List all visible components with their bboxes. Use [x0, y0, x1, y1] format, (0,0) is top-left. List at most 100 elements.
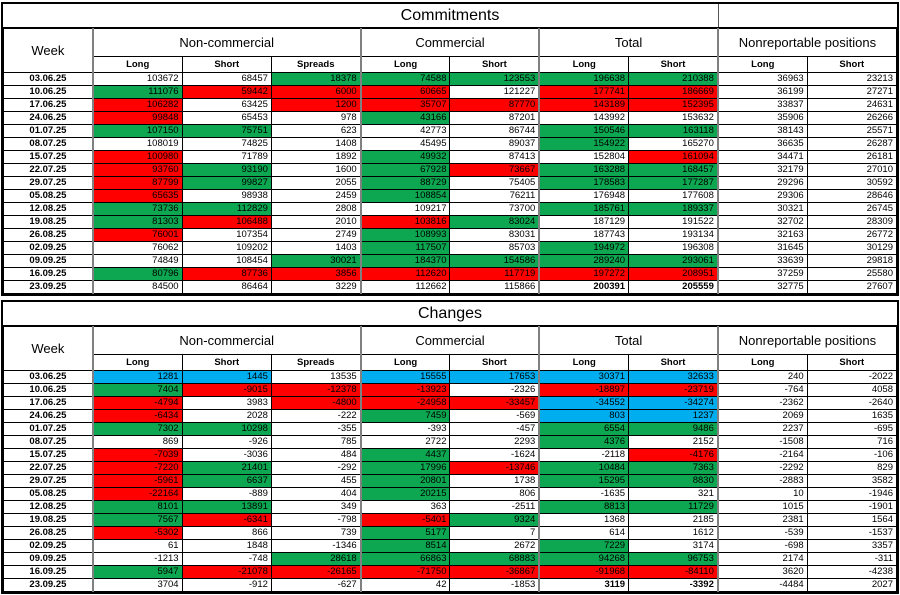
- value-cell[interactable]: 32775: [716, 280, 808, 294]
- week-cell[interactable]: 15.07.25: [2, 448, 94, 462]
- value-cell[interactable]: 1635: [806, 409, 898, 423]
- value-cell[interactable]: 42773: [359, 124, 451, 138]
- value-cell[interactable]: 93190: [181, 163, 272, 177]
- value-cell[interactable]: -764: [716, 383, 808, 397]
- value-cell[interactable]: -4238: [806, 565, 898, 579]
- value-cell[interactable]: 94268: [538, 552, 630, 566]
- value-cell[interactable]: 74825: [181, 137, 272, 151]
- value-cell[interactable]: 6000: [270, 85, 362, 99]
- value-cell[interactable]: 66863: [359, 552, 451, 566]
- value-cell[interactable]: 191522: [628, 215, 719, 229]
- value-cell[interactable]: 4376: [538, 435, 630, 449]
- week-cell[interactable]: 22.07.25: [2, 163, 94, 177]
- value-cell[interactable]: 73667: [449, 163, 540, 177]
- value-cell[interactable]: 32702: [716, 215, 808, 229]
- value-cell[interactable]: 84500: [91, 280, 183, 294]
- week-cell[interactable]: 23.09.25: [2, 280, 94, 294]
- value-cell[interactable]: 87413: [449, 150, 540, 164]
- value-cell[interactable]: 106282: [91, 98, 183, 112]
- value-cell[interactable]: 614: [538, 526, 630, 540]
- value-cell[interactable]: 65635: [91, 189, 183, 203]
- value-cell[interactable]: -2883: [716, 474, 808, 488]
- value-cell[interactable]: 7363: [628, 461, 719, 475]
- value-cell[interactable]: 20215: [359, 487, 451, 501]
- value-cell[interactable]: 240: [716, 370, 808, 384]
- value-cell[interactable]: 803: [538, 409, 630, 423]
- value-cell[interactable]: 7567: [91, 513, 183, 527]
- value-cell[interactable]: 108019: [91, 137, 183, 151]
- value-cell[interactable]: 33639: [716, 254, 808, 268]
- week-cell[interactable]: 10.06.25: [2, 85, 94, 99]
- value-cell[interactable]: 107354: [181, 228, 272, 242]
- value-cell[interactable]: 1408: [270, 137, 362, 151]
- value-cell[interactable]: 2381: [716, 513, 808, 527]
- value-cell[interactable]: 7404: [91, 383, 183, 397]
- value-cell[interactable]: 154586: [449, 254, 540, 268]
- value-cell[interactable]: 80796: [91, 267, 183, 281]
- value-cell[interactable]: -84110: [628, 565, 719, 579]
- week-cell[interactable]: 08.07.25: [2, 137, 94, 151]
- value-cell[interactable]: 153632: [628, 111, 719, 125]
- value-cell[interactable]: 6554: [538, 422, 630, 436]
- value-cell[interactable]: 67928: [359, 163, 451, 177]
- value-cell[interactable]: 189337: [628, 202, 719, 216]
- value-cell[interactable]: 87770: [449, 98, 540, 112]
- value-cell[interactable]: -798: [270, 513, 362, 527]
- value-cell[interactable]: -4800: [270, 396, 362, 410]
- value-cell[interactable]: 81303: [91, 215, 183, 229]
- value-cell[interactable]: 109202: [181, 241, 272, 255]
- value-cell[interactable]: 161094: [628, 150, 719, 164]
- value-cell[interactable]: -393: [359, 422, 451, 436]
- value-cell[interactable]: 3856: [270, 267, 362, 281]
- value-cell[interactable]: 111076: [91, 85, 183, 99]
- value-cell[interactable]: -1537: [806, 526, 898, 540]
- value-cell[interactable]: 10298: [181, 422, 272, 436]
- value-cell[interactable]: -24958: [359, 396, 451, 410]
- value-cell[interactable]: 154922: [538, 137, 630, 151]
- week-cell[interactable]: 29.07.25: [2, 176, 94, 190]
- value-cell[interactable]: 8514: [359, 539, 451, 553]
- value-cell[interactable]: 75751: [181, 124, 272, 138]
- value-cell[interactable]: -2022: [806, 370, 898, 384]
- value-cell[interactable]: 194972: [538, 241, 630, 255]
- value-cell[interactable]: -7039: [91, 448, 183, 462]
- value-cell[interactable]: -106: [806, 448, 898, 462]
- value-cell[interactable]: 36963: [716, 72, 808, 86]
- value-cell[interactable]: 45495: [359, 137, 451, 151]
- value-cell[interactable]: 106488: [181, 215, 272, 229]
- value-cell[interactable]: -5401: [359, 513, 451, 527]
- value-cell[interactable]: 163288: [538, 163, 630, 177]
- value-cell[interactable]: 88729: [359, 176, 451, 190]
- value-cell[interactable]: -18897: [538, 383, 630, 397]
- value-cell[interactable]: 73736: [91, 202, 183, 216]
- value-cell[interactable]: 27010: [806, 163, 898, 177]
- value-cell[interactable]: 28646: [806, 189, 898, 203]
- value-cell[interactable]: -311: [806, 552, 898, 566]
- value-cell[interactable]: 93760: [91, 163, 183, 177]
- value-cell[interactable]: 186669: [628, 85, 719, 99]
- value-cell[interactable]: -912: [181, 578, 272, 592]
- value-cell[interactable]: 26266: [806, 111, 898, 125]
- value-cell[interactable]: -627: [270, 578, 362, 592]
- value-cell[interactable]: 7: [449, 526, 540, 540]
- week-cell[interactable]: 26.08.25: [2, 228, 94, 242]
- value-cell[interactable]: 25571: [806, 124, 898, 138]
- value-cell[interactable]: 29296: [716, 176, 808, 190]
- week-cell[interactable]: 01.07.25: [2, 124, 94, 138]
- value-cell[interactable]: 2237: [716, 422, 808, 436]
- value-cell[interactable]: 30321: [716, 202, 808, 216]
- value-cell[interactable]: -5302: [91, 526, 183, 540]
- value-cell[interactable]: 150546: [538, 124, 630, 138]
- value-cell[interactable]: 71789: [181, 150, 272, 164]
- week-cell[interactable]: 12.08.25: [2, 500, 94, 514]
- value-cell[interactable]: -698: [716, 539, 808, 553]
- value-cell[interactable]: 205559: [628, 280, 719, 294]
- value-cell[interactable]: 7459: [359, 409, 451, 423]
- value-cell[interactable]: 3582: [806, 474, 898, 488]
- value-cell[interactable]: 623: [270, 124, 362, 138]
- value-cell[interactable]: -4794: [91, 396, 183, 410]
- week-cell[interactable]: 09.09.25: [2, 552, 94, 566]
- value-cell[interactable]: -292: [270, 461, 362, 475]
- value-cell[interactable]: 87736: [181, 267, 272, 281]
- value-cell[interactable]: -1624: [449, 448, 540, 462]
